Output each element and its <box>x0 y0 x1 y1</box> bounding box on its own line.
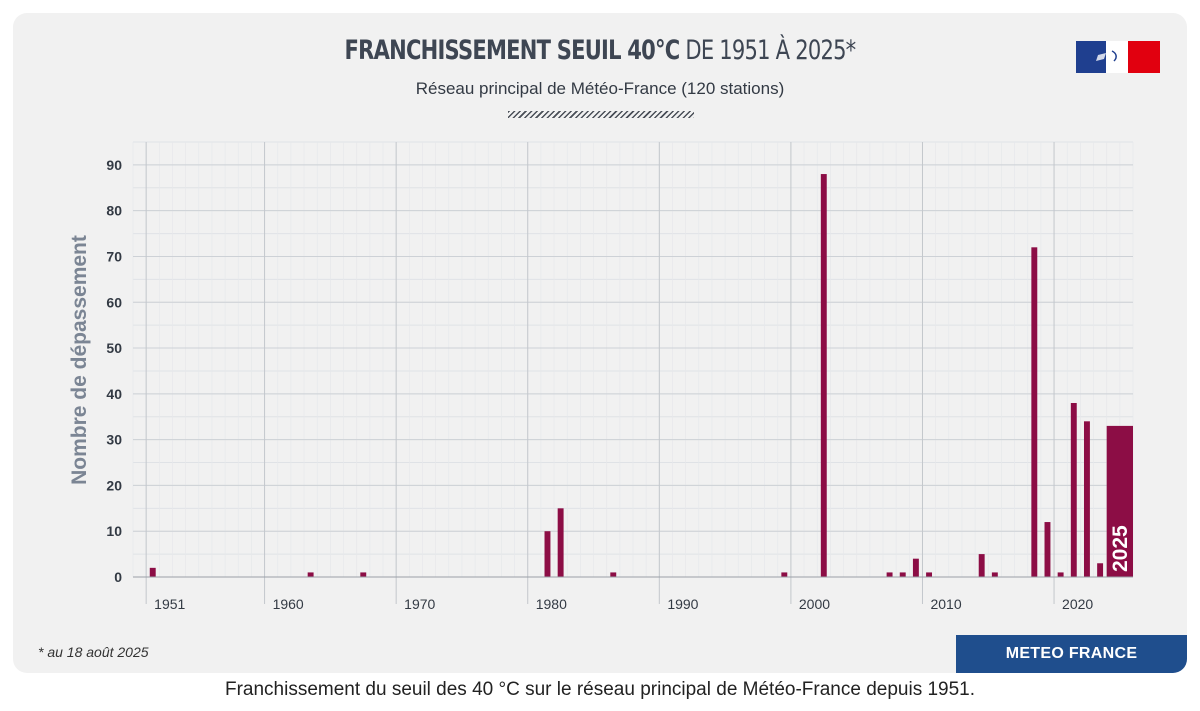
chart-subtitle: Réseau principal de Météo-France (120 st… <box>415 79 785 98</box>
y-tick-label: 90 <box>106 157 122 173</box>
y-tick-label: 30 <box>106 432 122 448</box>
y-tick-label: 60 <box>106 294 122 310</box>
x-tick-label: 1980 <box>536 596 567 612</box>
bar-2018 <box>1031 247 1038 577</box>
x-tick-label: 1970 <box>404 596 435 612</box>
title-bold: FRANCHISSEMENT SEUIL 40°C <box>344 35 681 66</box>
bar-2010 <box>926 572 933 577</box>
bar-2020 <box>1057 572 1064 577</box>
bar-1963 <box>307 572 314 577</box>
bar-1981 <box>544 531 551 577</box>
x-tick-label: 2010 <box>930 596 961 612</box>
y-axis-label: Nombre de dépassement <box>68 235 91 485</box>
chart-axes: 0 10 20 30 40 50 60 70 80 90 1951 1960 1970 1980 1990 2… <box>106 157 1133 612</box>
bar-1999 <box>781 572 788 577</box>
bar-1967 <box>360 572 367 577</box>
chart-card: FRANCHISSEMENT SEUIL 40°C DE 1951 À 2025… <box>13 13 1187 673</box>
x-tick-label: 1990 <box>667 596 698 612</box>
bar-2025 <box>1106 425 1133 577</box>
figure-caption: Franchissement du seuil des 40 °C sur le… <box>224 679 976 700</box>
bar-2022 <box>1083 421 1090 577</box>
decorative-hatch <box>508 111 694 118</box>
chart-grid <box>132 141 1134 604</box>
y-tick-label: 80 <box>106 203 122 219</box>
x-tick-label: 1951 <box>154 596 185 612</box>
bar-2014 <box>978 554 985 577</box>
title-light: DE 1951 À 2025* <box>685 35 856 66</box>
y-tick-label: 50 <box>106 340 122 356</box>
bar-1986 <box>610 572 617 577</box>
bar-2007 <box>886 572 893 577</box>
bar-2008 <box>899 572 906 577</box>
bar-2002 <box>820 174 827 578</box>
meteo-france-brand: METEO FRANCE <box>956 635 1187 673</box>
republique-francaise-logo-icon <box>1076 41 1160 73</box>
y-tick-label: 0 <box>114 569 122 585</box>
chart-title: FRANCHISSEMENT SEUIL 40°C DE 1951 À 2025… <box>142 35 1058 66</box>
bar-2015 <box>991 572 998 577</box>
bar-2009 <box>912 558 919 577</box>
bar-2021 <box>1070 403 1077 577</box>
chart-bars: 2025 <box>149 174 1133 578</box>
bar-2023 <box>1097 563 1104 577</box>
x-tick-label: 2000 <box>799 596 830 612</box>
y-tick-label: 70 <box>106 248 122 264</box>
y-tick-label: 10 <box>106 523 122 539</box>
bar-1982 <box>557 508 564 577</box>
y-tick-label: 40 <box>106 386 122 402</box>
bar-2019 <box>1044 522 1051 577</box>
x-tick-label: 2020 <box>1062 596 1093 612</box>
highlight-year-label: 2025 <box>1109 525 1132 572</box>
y-tick-label: 20 <box>106 477 122 493</box>
x-tick-label: 1960 <box>273 596 304 612</box>
footnote: * au 18 août 2025 <box>38 644 149 660</box>
bar-1951 <box>149 567 156 577</box>
